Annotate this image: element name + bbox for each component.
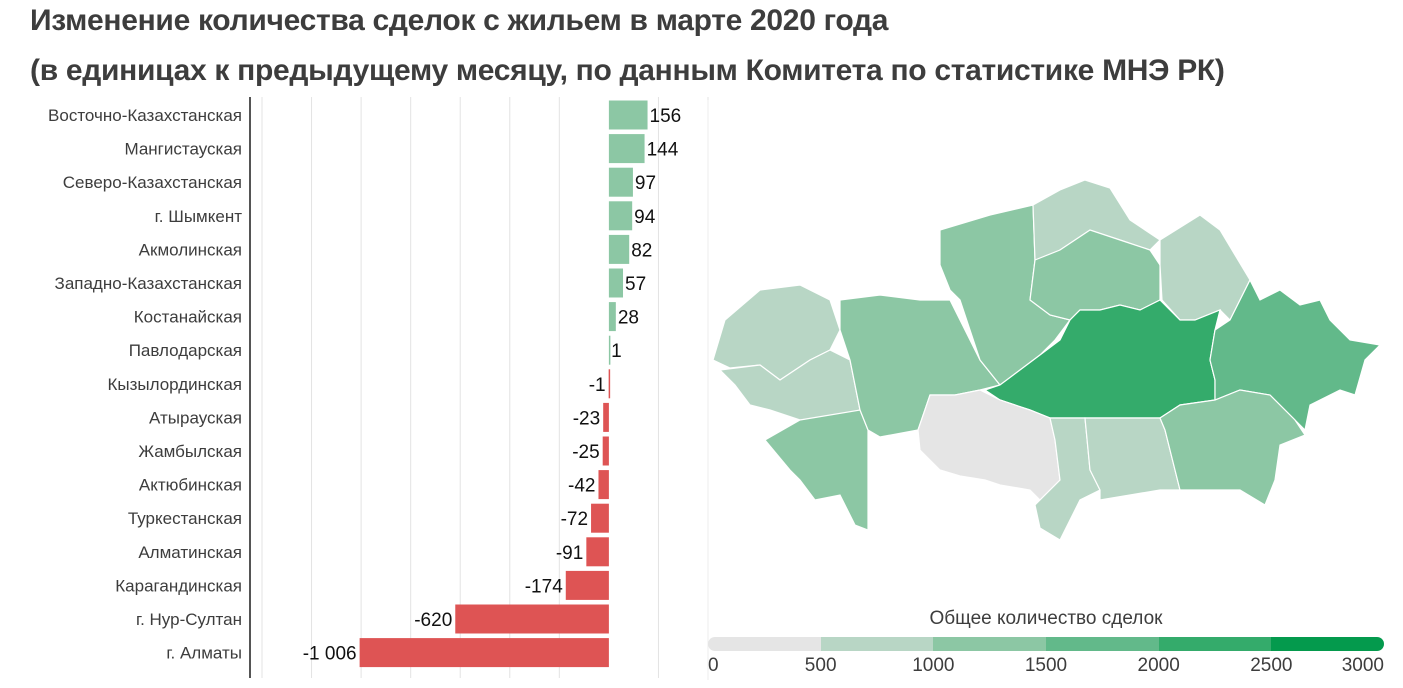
map-region [983, 299, 1221, 419]
data-label: 94 [634, 207, 656, 228]
map-region [839, 294, 1002, 438]
category-label: Северо-Казахстанская [63, 173, 242, 192]
legend-tick-label: 1500 [1024, 655, 1068, 676]
legend-swatch [1046, 637, 1159, 651]
legend-ticks: 0 500 1000 1500 2000 2500 3000 [708, 655, 1384, 679]
bar [608, 167, 633, 197]
category-label: Восточно-Казахстанская [48, 106, 242, 125]
legend-swatch [1271, 637, 1384, 651]
map-region [1159, 214, 1251, 322]
data-label: 28 [618, 308, 639, 329]
bar [608, 100, 648, 130]
bar [359, 638, 609, 668]
map-region [718, 349, 861, 421]
category-label: Акмолинская [139, 240, 242, 259]
data-label: -23 [573, 408, 600, 429]
data-label: -72 [561, 509, 588, 530]
legend-tick-label: 2500 [1250, 655, 1293, 676]
category-label: Туркестанская [128, 509, 242, 528]
map-region [1029, 229, 1161, 321]
bar [608, 234, 630, 264]
data-label: -1 006 [303, 644, 357, 665]
category-label: Западно-Казахстанская [55, 274, 242, 293]
data-label: 1 [611, 341, 622, 362]
data-label: 144 [647, 140, 679, 161]
data-label: -42 [568, 476, 595, 497]
category-label: Павлодарская [129, 341, 242, 360]
legend-tick-label: 1000 [912, 655, 955, 676]
legend-swatch [933, 637, 1047, 651]
category-label: г. Нур-Султан [136, 610, 242, 629]
bar [591, 503, 609, 533]
data-label: -91 [556, 543, 583, 564]
category-label: г. Алматы [166, 644, 242, 663]
category-label: Актюбинская [139, 476, 242, 495]
legend-color-scale [708, 637, 1384, 651]
map-region [939, 204, 1072, 386]
map-region [1159, 389, 1306, 506]
bar [598, 470, 609, 500]
category-label: Мангистауская [124, 140, 242, 159]
bar [608, 302, 616, 332]
map-region [1034, 417, 1101, 541]
category-label: Жамбылская [138, 442, 242, 461]
category-label: Атырауская [149, 408, 242, 427]
bar [608, 369, 611, 399]
data-label: -620 [414, 610, 452, 631]
data-label: -25 [572, 442, 599, 463]
bar [586, 537, 609, 567]
data-label: 82 [631, 240, 652, 261]
category-label: Кызылординская [107, 375, 242, 394]
category-label: Костанайская [134, 308, 242, 327]
chart-title: Изменение количества сделок с жильем в м… [30, 4, 889, 37]
bar [608, 268, 624, 298]
data-label: 97 [635, 173, 656, 194]
legend-title: Общее количество сделок [929, 608, 1163, 629]
data-label: 156 [650, 106, 682, 127]
bar [603, 402, 609, 432]
category-label: Алматинская [138, 543, 242, 562]
map-region [917, 389, 1061, 501]
bar [455, 604, 609, 634]
map-region [1084, 417, 1181, 501]
map-region [1209, 278, 1382, 432]
data-label: -1 [589, 375, 606, 396]
legend-tick-label: 3000 [1341, 655, 1384, 676]
bar [602, 436, 609, 466]
legend-tick-label: 0 [708, 655, 719, 676]
bar [608, 201, 633, 231]
category-label: Карагандинская [115, 576, 242, 595]
map-region [1032, 179, 1161, 261]
legend-swatch [820, 637, 934, 651]
data-label: -174 [525, 576, 563, 597]
legend-swatch [1158, 637, 1272, 651]
bar-chart: Восточно-Казахстанская 156 Мангистауская 14… [48, 97, 709, 678]
legend-tick-label: 500 [804, 655, 837, 676]
bar [608, 335, 611, 365]
category-label: г. Шымкент [155, 207, 243, 226]
chart-subtitle: (в единицах к предыдущему месяцу, по дан… [30, 54, 1225, 87]
map-region [764, 409, 869, 531]
legend-tick-label: 2000 [1137, 655, 1180, 676]
bar [608, 134, 645, 164]
bar [565, 570, 609, 600]
legend-swatch [708, 637, 821, 651]
data-label: 57 [625, 274, 646, 295]
map-region [712, 284, 841, 381]
